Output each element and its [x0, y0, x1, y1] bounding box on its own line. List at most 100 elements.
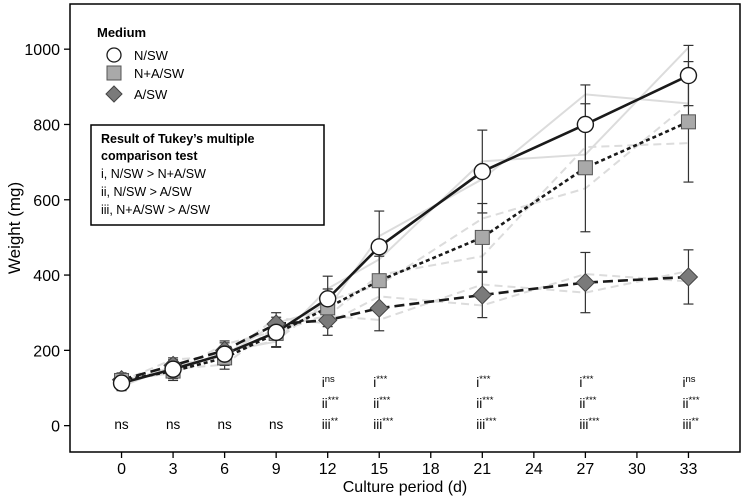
- x-axis: 0 3 6 9 12 15 18 21 24 27 30 33: [117, 452, 697, 478]
- comparison-id: i: [476, 375, 479, 390]
- comparison-id: iii: [322, 417, 331, 432]
- x-tick-label: 6: [220, 461, 229, 478]
- comparison-id: ii: [682, 396, 688, 411]
- y-tick-label: 600: [33, 193, 60, 210]
- legend-label-nsw: N/SW: [134, 48, 169, 63]
- comparison-id: i: [579, 375, 582, 390]
- data-point-diamond: [575, 272, 596, 293]
- data-point-circle: [576, 115, 595, 134]
- data-point-circle: [112, 374, 131, 392]
- significance-label: ins: [682, 374, 695, 390]
- x-axis-label: Culture period (d): [343, 479, 468, 496]
- legend-marker-square: [106, 65, 122, 81]
- comparison-id: ii: [373, 396, 379, 411]
- data-point-circle: [370, 238, 388, 256]
- data-point-circle: [267, 323, 285, 341]
- significance-label: ins: [322, 374, 335, 390]
- data-point-diamond: [472, 285, 493, 305]
- legend-label-nasw: N+A/SW: [134, 66, 185, 81]
- significance-annotations: ns ns ns nsinsii***iii**i***ii***iii***i***…: [114, 374, 699, 432]
- x-tick-label: 9: [272, 461, 281, 478]
- significance-label: ii***: [476, 395, 493, 411]
- data-point-circle: [215, 345, 234, 363]
- legend-entry-nasw: N+A/SW: [106, 65, 185, 81]
- y-tick-label: 0: [51, 419, 60, 436]
- sample-line: [121, 272, 689, 383]
- significance-level: **: [331, 416, 339, 427]
- significance-label: iii***: [579, 416, 599, 432]
- x-tick-label: 18: [422, 461, 440, 478]
- significance-level: ***: [482, 395, 493, 406]
- data-point-diamond: [678, 267, 699, 287]
- significance-label: iii***: [373, 416, 393, 432]
- x-tick-label: 27: [576, 461, 594, 478]
- significance-level: ***: [688, 395, 699, 406]
- x-tick-label: 30: [628, 461, 646, 478]
- comparison-id: iii: [476, 417, 485, 432]
- comparison-id: i: [682, 375, 685, 390]
- data-point-square: [371, 273, 387, 289]
- legend-title: Medium: [97, 25, 146, 40]
- legend: Medium N/SW N+A/SW A/SW: [97, 25, 185, 103]
- series-line-a-sw: [121, 275, 689, 381]
- significance-label: ii***: [682, 395, 699, 411]
- x-tick-label: 15: [370, 461, 388, 478]
- comparison-id: i: [373, 375, 376, 390]
- significance-label: i***: [579, 374, 593, 390]
- legend-marker-circle: [106, 47, 122, 63]
- significance-level: ***: [585, 395, 596, 406]
- y-axis: 0 200 400 600 800 1000: [24, 42, 70, 436]
- significance-level: ***: [328, 395, 339, 406]
- significance-level: ***: [582, 374, 593, 385]
- significance-label: iii***: [476, 416, 496, 432]
- comparison-id: ii: [476, 396, 482, 411]
- data-point-circle: [679, 66, 698, 85]
- y-tick-label: 400: [33, 268, 60, 285]
- comparison-id: ii: [322, 396, 328, 411]
- data-point-diamond: [369, 298, 389, 318]
- sample-line: [121, 270, 689, 379]
- tukey-line-i: i, N/SW > N+A/SW: [101, 167, 206, 181]
- series-layer: [111, 44, 699, 392]
- comparison-id: ii: [579, 396, 585, 411]
- comparison-id: iii: [682, 417, 691, 432]
- data-point-circle: [164, 360, 182, 378]
- tukey-annotation-box: Result of Tukey’s multiple comparison te…: [90, 124, 325, 226]
- y-tick-label: 800: [33, 117, 60, 134]
- x-tick-label: 12: [319, 461, 337, 478]
- significance-label: iii**: [682, 416, 699, 432]
- tukey-line-ii: ii, N/SW > A/SW: [101, 185, 192, 199]
- significance-label: ns: [269, 417, 284, 432]
- series-line-n-sw: [121, 74, 690, 385]
- significance-label: ns: [166, 417, 181, 432]
- comparison-id: iii: [579, 417, 588, 432]
- comparison-id: i: [322, 375, 325, 390]
- y-axis-label: Weight (mg): [5, 182, 24, 274]
- x-tick-label: 33: [680, 461, 698, 478]
- significance-level: ***: [379, 395, 390, 406]
- data-point-square: [474, 229, 490, 245]
- significance-label: ns: [114, 417, 129, 432]
- significance-level: ***: [485, 416, 496, 427]
- x-tick-label: 24: [525, 461, 543, 478]
- x-tick-label: 3: [169, 461, 178, 478]
- y-tick-label: 1000: [24, 42, 60, 59]
- significance-level: ***: [588, 416, 599, 427]
- significance-level: ***: [479, 374, 490, 385]
- data-point-circle: [473, 162, 492, 181]
- data-point-square: [680, 114, 696, 130]
- data-point-square: [577, 160, 593, 176]
- tukey-line-iii: iii, N+A/SW > A/SW: [101, 203, 210, 217]
- tukey-title-line-2: comparison test: [101, 149, 198, 163]
- significance-label: i***: [373, 374, 387, 390]
- significance-level: ns: [685, 374, 695, 385]
- plot-frame: [69, 3, 741, 453]
- x-tick-label: 0: [117, 461, 126, 478]
- y-tick-label: 200: [33, 343, 60, 360]
- significance-level: ***: [382, 416, 393, 427]
- data-point-diamond: [317, 310, 338, 330]
- significance-label: i***: [476, 374, 490, 390]
- data-point-circle: [318, 290, 337, 308]
- tukey-box-frame: [90, 124, 325, 226]
